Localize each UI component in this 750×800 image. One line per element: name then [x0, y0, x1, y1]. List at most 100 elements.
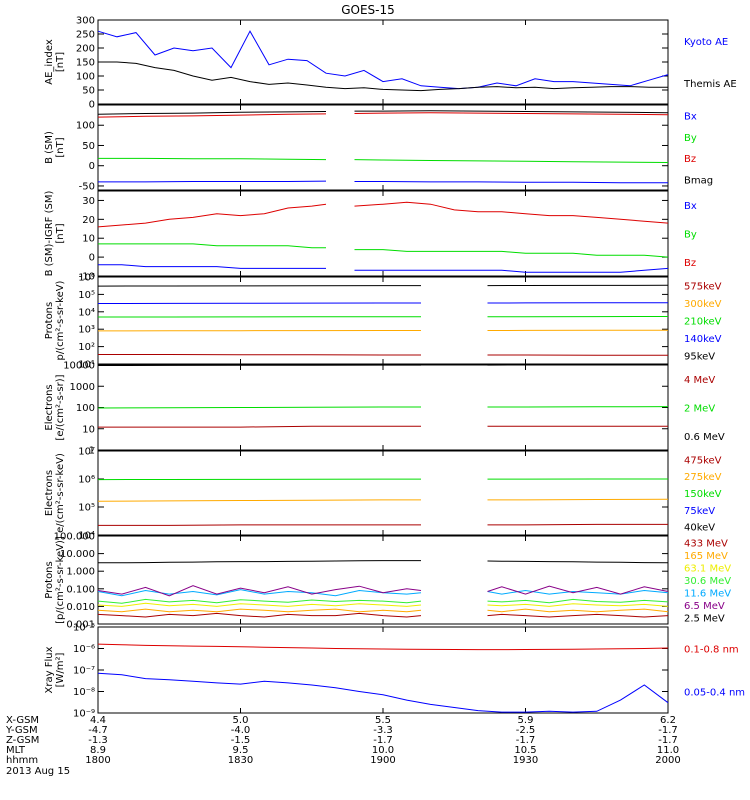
y-tick-label: 10⁻⁶ [73, 644, 95, 655]
y-axis-label: AE_index [44, 39, 55, 85]
y-axis-label: [nT] [55, 52, 66, 72]
series-line-2.5-MeV [98, 560, 421, 564]
series-line-2.5-MeV [487, 560, 669, 564]
series-line-Kyoto-AE [97, 30, 669, 90]
series-line-150keV [97, 478, 421, 481]
series-line-By [354, 249, 669, 258]
series-line-2-MeV [97, 406, 421, 409]
legend-label: By [684, 133, 697, 144]
series-line-165-MeV [97, 608, 422, 613]
y-tick-label: 10¹ [78, 360, 95, 371]
panel-frame [97, 626, 669, 714]
footer-value: 1930 [513, 755, 538, 766]
panel-electrons_hi: 1 10 100 1000 10000 Electrons [e/(cm²-s-sr)] 4 … [44, 361, 725, 457]
series-line-11.6-MeV [97, 589, 422, 597]
legend-label: 2.5 MeV [684, 614, 725, 625]
series-line-63.1-MeV [487, 603, 669, 607]
legend-label: Kyoto AE [684, 37, 728, 48]
chart-title: GOES-15 [341, 3, 395, 17]
footer-value: -1.7 [658, 725, 678, 736]
legend-label: 40keV [684, 523, 715, 534]
y-axis-label: Protons [44, 302, 55, 339]
series-line-275keV [97, 499, 421, 502]
y-axis-label: [nT] [55, 223, 66, 243]
legend-label: 300keV [684, 299, 722, 310]
legend-label: 63.1 MeV [684, 563, 731, 574]
footer-value: 10.0 [372, 745, 394, 756]
y-tick-label: 10 [82, 234, 95, 245]
series-line-Bz [354, 112, 669, 116]
y-axis-label: [nT] [55, 137, 66, 157]
series-line-475keV [98, 524, 421, 526]
date-label: 2013 Aug 15 [6, 766, 70, 777]
y-tick-label: 1000 [70, 382, 95, 393]
y-axis-label: Xray Flux [44, 646, 55, 693]
series-line-Bz [97, 113, 327, 118]
legend-label: 4 MeV [684, 375, 715, 386]
legend-label: 140keV [684, 334, 722, 345]
y-axis-label: [e/(cm²-s-sr)] [55, 374, 66, 440]
y-tick-label: 0.100 [66, 584, 95, 595]
series-line-Themis-AE [98, 61, 668, 92]
legend-label: 475keV [684, 455, 722, 466]
y-tick-label: 10⁻⁷ [73, 666, 95, 677]
series-line-6.5-MeV [97, 585, 422, 597]
y-tick-label: 250 [76, 30, 95, 41]
series-line-Bx [98, 264, 326, 269]
y-axis-label: B (SM)-IGRF (SM) [44, 191, 55, 277]
series-line-30.6-MeV [487, 598, 669, 604]
legend-label: 6.5 MeV [684, 601, 725, 612]
legend-label: 210keV [684, 317, 722, 328]
footer-value: -4.7 [88, 725, 108, 736]
legend-label: Bx [684, 201, 697, 212]
panel-frame [97, 276, 669, 365]
legend-label: 0.6 MeV [684, 432, 725, 443]
y-axis-label: Electrons [44, 384, 55, 430]
y-tick-label: 10 [82, 424, 95, 435]
series-line-165-MeV [487, 608, 669, 613]
y-tick-label: 10⁴ [78, 307, 95, 318]
y-tick-label: 0.010 [66, 602, 95, 613]
footer-value: -1.7 [516, 735, 536, 746]
y-tick-label: 10⁻⁵ [73, 623, 95, 634]
footer-value: 5.9 [518, 715, 534, 726]
y-tick-label: 10⁶ [78, 475, 95, 486]
footer-value: -2.5 [516, 725, 536, 736]
panel-frame [97, 19, 669, 105]
y-axis-label: Protons [44, 561, 55, 598]
y-tick-label: 100 [76, 72, 95, 83]
legend-label: 11.6 MeV [684, 589, 731, 600]
y-tick-label: 150 [76, 58, 95, 69]
y-axis-label: [W/m²] [55, 652, 66, 687]
y-tick-label: 10⁶ [78, 273, 95, 284]
panel-frame [97, 104, 669, 191]
footer-row-label: hhmm [6, 755, 38, 766]
legend-label: 0.1-0.8 nm [684, 645, 739, 656]
y-tick-label: 10.000 [60, 549, 95, 560]
footer-row-label: MLT [6, 745, 26, 756]
y-tick-label: 10⁵ [78, 290, 95, 301]
footer-value: 8.9 [90, 745, 106, 756]
panel-electrons_low: 10⁴ 10⁵ 10⁶ 10⁷ Electrons e/(cm²-s-sr-keV) 475… [44, 447, 722, 542]
series-line-4-MeV [98, 425, 421, 428]
panel-frame [97, 450, 669, 536]
y-tick-label: -10 [79, 272, 95, 283]
panel-xray: 10⁻⁹ 10⁻⁸ 10⁻⁷ 10⁻⁶ 10⁻⁵ Xray Flux [W/m²] 0.1-0… [44, 623, 745, 720]
series-line-30.6-MeV [97, 598, 422, 604]
footer-value: 1830 [228, 755, 253, 766]
series-line-575keV [98, 354, 421, 356]
series-line-Bmag [354, 110, 669, 114]
y-axis-label: p/(cm²-s-sr-keV) [55, 280, 66, 360]
legend-label: 75keV [684, 506, 715, 517]
series-line-63.1-MeV [97, 602, 422, 607]
legend-label: 150keV [684, 489, 722, 500]
footer-value: 5.5 [375, 715, 391, 726]
footer-value: 2000 [655, 755, 680, 766]
footer-value: 5.0 [233, 715, 249, 726]
legend-label: 30.6 MeV [684, 576, 731, 587]
y-tick-label: 10000 [63, 361, 95, 372]
footer-row-label: Z-GSM [6, 735, 39, 746]
